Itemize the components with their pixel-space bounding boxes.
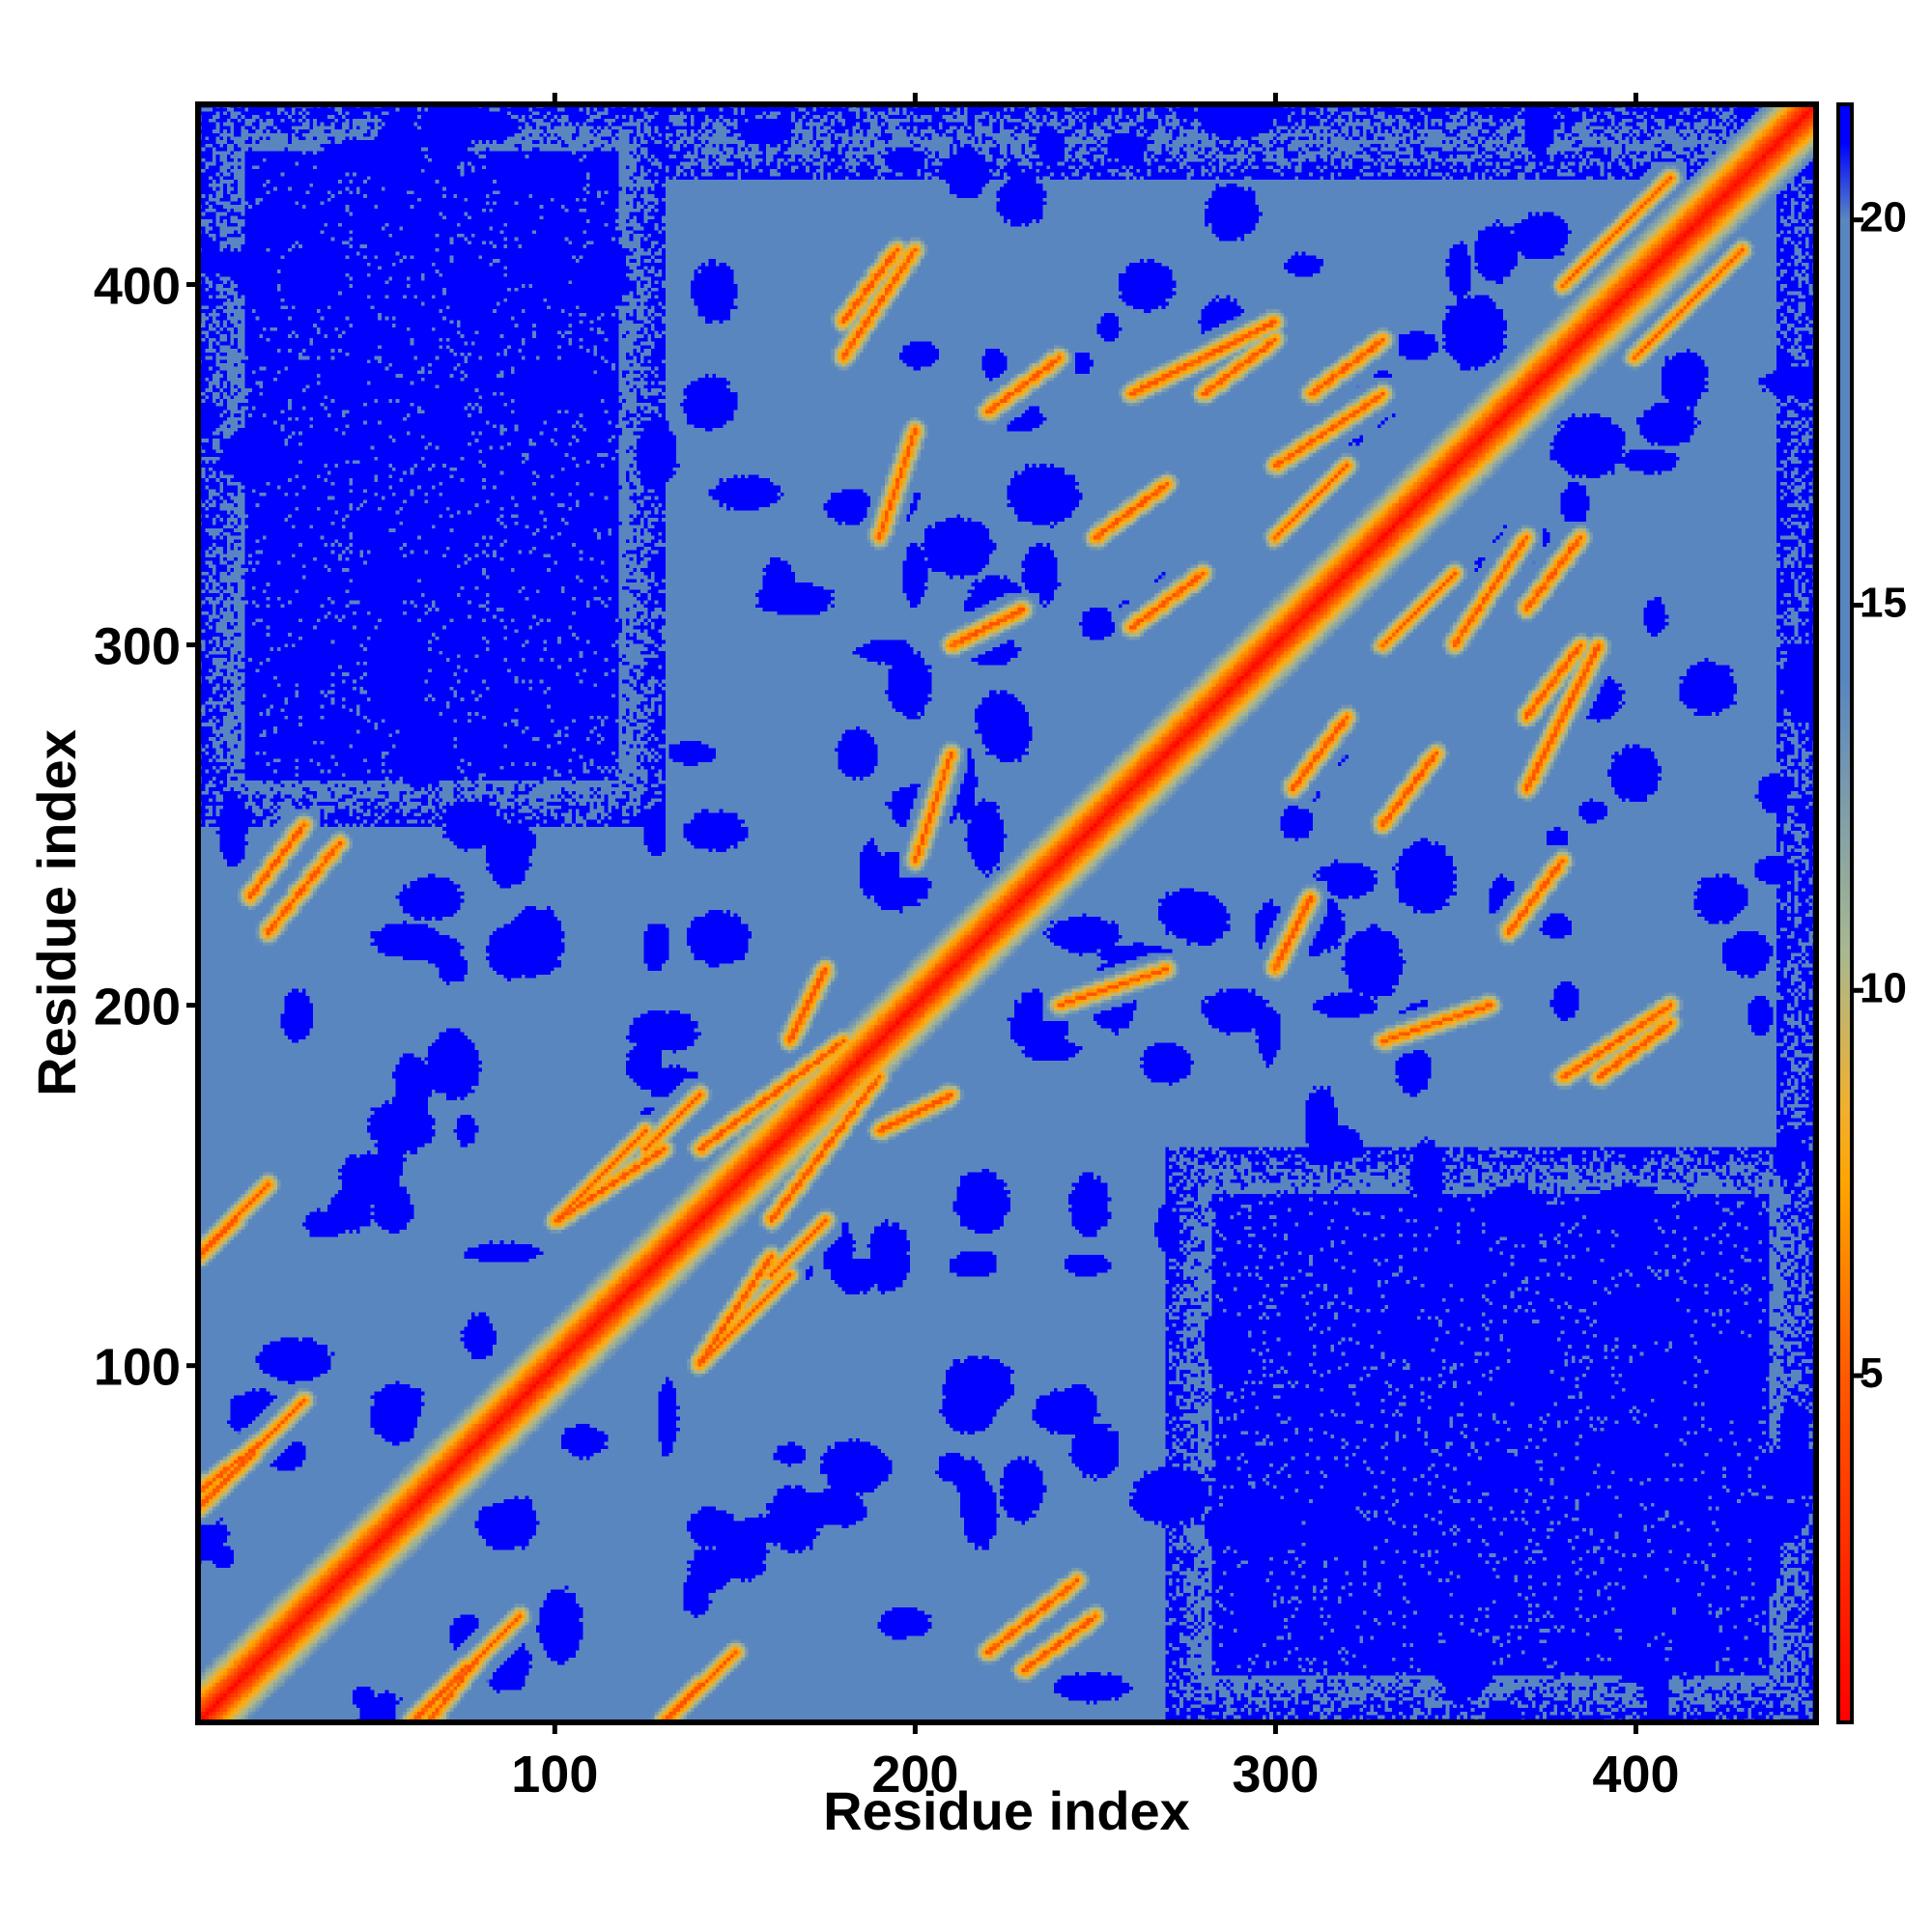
x-tick-label-300: 300 [1232, 1746, 1319, 1804]
x-axis-title: Residue index [823, 1780, 1190, 1841]
colorbar-tick-label-15: 15 [1860, 579, 1907, 626]
y-tick-label-300: 300 [94, 618, 181, 676]
x-axis: 100 200 300 400 [511, 93, 1680, 1804]
plot-frame [195, 101, 1819, 1725]
y-tick-label-100: 100 [94, 1339, 181, 1397]
y-axis-title: Residue index [26, 729, 87, 1096]
colorbar: 5 10 15 20 [1836, 102, 1907, 1724]
x-tick-label-200: 200 [871, 1746, 958, 1804]
colorbar-ticks: 5 10 15 20 [1852, 194, 1907, 1397]
y-axis: 100 200 300 400 [94, 258, 198, 1397]
y-tick-label-400: 400 [94, 258, 181, 316]
x-tick-label-400: 400 [1592, 1746, 1679, 1804]
colorbar-tick-label-20: 20 [1860, 194, 1907, 242]
colorbar-gradient [1836, 102, 1854, 1724]
colorbar-tick-label-10: 10 [1860, 964, 1907, 1011]
y-tick-label-200: 200 [94, 979, 181, 1037]
heatmap-plot-area [198, 104, 1816, 1722]
heatmap-canvas-holder [198, 104, 1816, 1722]
heatmap-canvas [198, 104, 1816, 1722]
colorbar-tick-label-5: 5 [1860, 1350, 1883, 1397]
x-tick-label-100: 100 [511, 1746, 598, 1804]
